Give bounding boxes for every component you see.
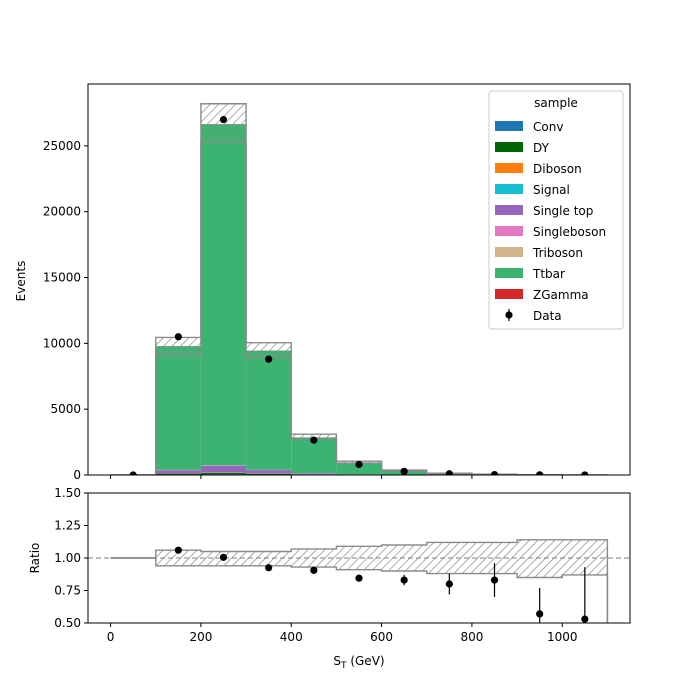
uncertainty-band (246, 342, 292, 358)
ratio-point (310, 566, 318, 574)
ratio-point (536, 610, 544, 618)
legend-swatch (495, 205, 523, 215)
legend-label: Signal (533, 183, 570, 197)
top-y-tick-label: 15000 (43, 271, 81, 285)
x-axis-label-sub: T (340, 661, 347, 671)
ratio-point (219, 553, 228, 561)
ratio-y-tick-label: 1.50 (54, 486, 81, 500)
bar-single-top (200, 465, 247, 473)
legend-label: Data (533, 309, 562, 323)
bar-ttbar (336, 462, 382, 475)
ratio-panel: 0.50 0.75 1.00 1.25 1.50 0 200 400 600 800 1000 (54, 486, 631, 644)
data-point (536, 471, 544, 475)
legend-swatch (495, 268, 523, 278)
legend-label: Diboson (533, 162, 582, 176)
legend-swatch (495, 289, 523, 299)
data-point (265, 355, 273, 363)
bar-ttbar (155, 346, 201, 470)
ratio-y-axis-label: Ratio (28, 543, 42, 574)
x-tick-label: 600 (370, 630, 393, 644)
x-tick-label: 200 (189, 630, 212, 644)
data-point (400, 467, 408, 475)
ratio-point (581, 615, 589, 623)
data-point (490, 470, 499, 475)
bar-ttbar (200, 124, 247, 466)
legend-swatch (495, 163, 523, 173)
bar-dy (246, 473, 292, 475)
x-axis-label-unit: (GeV) (347, 654, 385, 668)
data-point (219, 115, 228, 124)
legend-label: Single top (533, 204, 593, 218)
ratio-point (490, 576, 499, 584)
bar-dy (200, 472, 247, 474)
x-axis-label-main: S (333, 654, 341, 668)
bar-single-top (246, 470, 292, 474)
top-y-tick-label: 10000 (43, 336, 81, 350)
x-tick-label: 0 (107, 630, 115, 644)
data-point (174, 333, 182, 341)
bar-dy (155, 473, 201, 475)
ratio-band (246, 551, 292, 566)
legend-swatch (495, 247, 523, 257)
ratio-plot-area (88, 539, 630, 623)
legend-label: Ttbar (532, 267, 565, 281)
ratio-band-edge-up (110, 539, 609, 623)
legend-swatch (495, 226, 523, 236)
x-tick-label: 400 (280, 630, 303, 644)
top-plot-area (110, 103, 609, 475)
top-axes-frame (87, 83, 631, 476)
legend-swatch (495, 184, 523, 194)
legend-data-marker (505, 311, 513, 319)
bar-conv (200, 473, 247, 475)
x-tick-label: 1000 (547, 630, 578, 644)
ratio-y-tick-label: 0.75 (54, 584, 81, 598)
top-panel: 0 5000 10000 15000 20000 25000 (43, 83, 631, 482)
top-y-axis-label: Events (14, 261, 28, 302)
uncertainty-band (155, 337, 201, 355)
ratio-y-tick-label: 1.25 (54, 519, 81, 533)
ratio-y-tick-label: 1.00 (54, 551, 81, 565)
uncertainty-band (291, 434, 337, 439)
ratio-y-tick-label: 0.50 (54, 616, 81, 630)
legend-label: Triboson (532, 246, 583, 260)
data-point (445, 470, 453, 475)
top-y-tick-label: 20000 (43, 205, 81, 219)
ratio-band (517, 539, 563, 578)
legend-label: Conv (533, 120, 563, 134)
bar-single-top (291, 473, 337, 475)
x-axis-label: ST (GeV) (333, 654, 384, 671)
ratio-band-edge-down (110, 557, 609, 623)
top-y-tick-label: 0 (73, 468, 81, 482)
ratio-band (336, 546, 382, 570)
data-point (310, 436, 318, 444)
top-y-tick-label: 5000 (50, 402, 81, 416)
legend-label: Singleboson (533, 225, 606, 239)
ratio-point (265, 564, 273, 572)
data-point (129, 471, 137, 475)
legend-swatch (495, 121, 523, 131)
bar-single-top (155, 470, 201, 474)
bar-ttbar (246, 350, 292, 470)
legend-label: ZGamma (533, 288, 589, 302)
legend-title: sample (534, 96, 578, 110)
x-tick-label: 800 (460, 630, 483, 644)
ratio-point (355, 574, 363, 582)
ratio-point (174, 546, 182, 554)
ratio-point (400, 576, 408, 584)
legend-swatch (495, 142, 523, 152)
legend-label: DY (533, 141, 550, 155)
legend: sample Conv DY Diboson Signal Single top Singl… (488, 90, 624, 330)
data-point (355, 460, 363, 469)
top-y-tick-label: 25000 (43, 139, 81, 153)
data-point (581, 471, 589, 475)
ratio-point (445, 580, 453, 588)
